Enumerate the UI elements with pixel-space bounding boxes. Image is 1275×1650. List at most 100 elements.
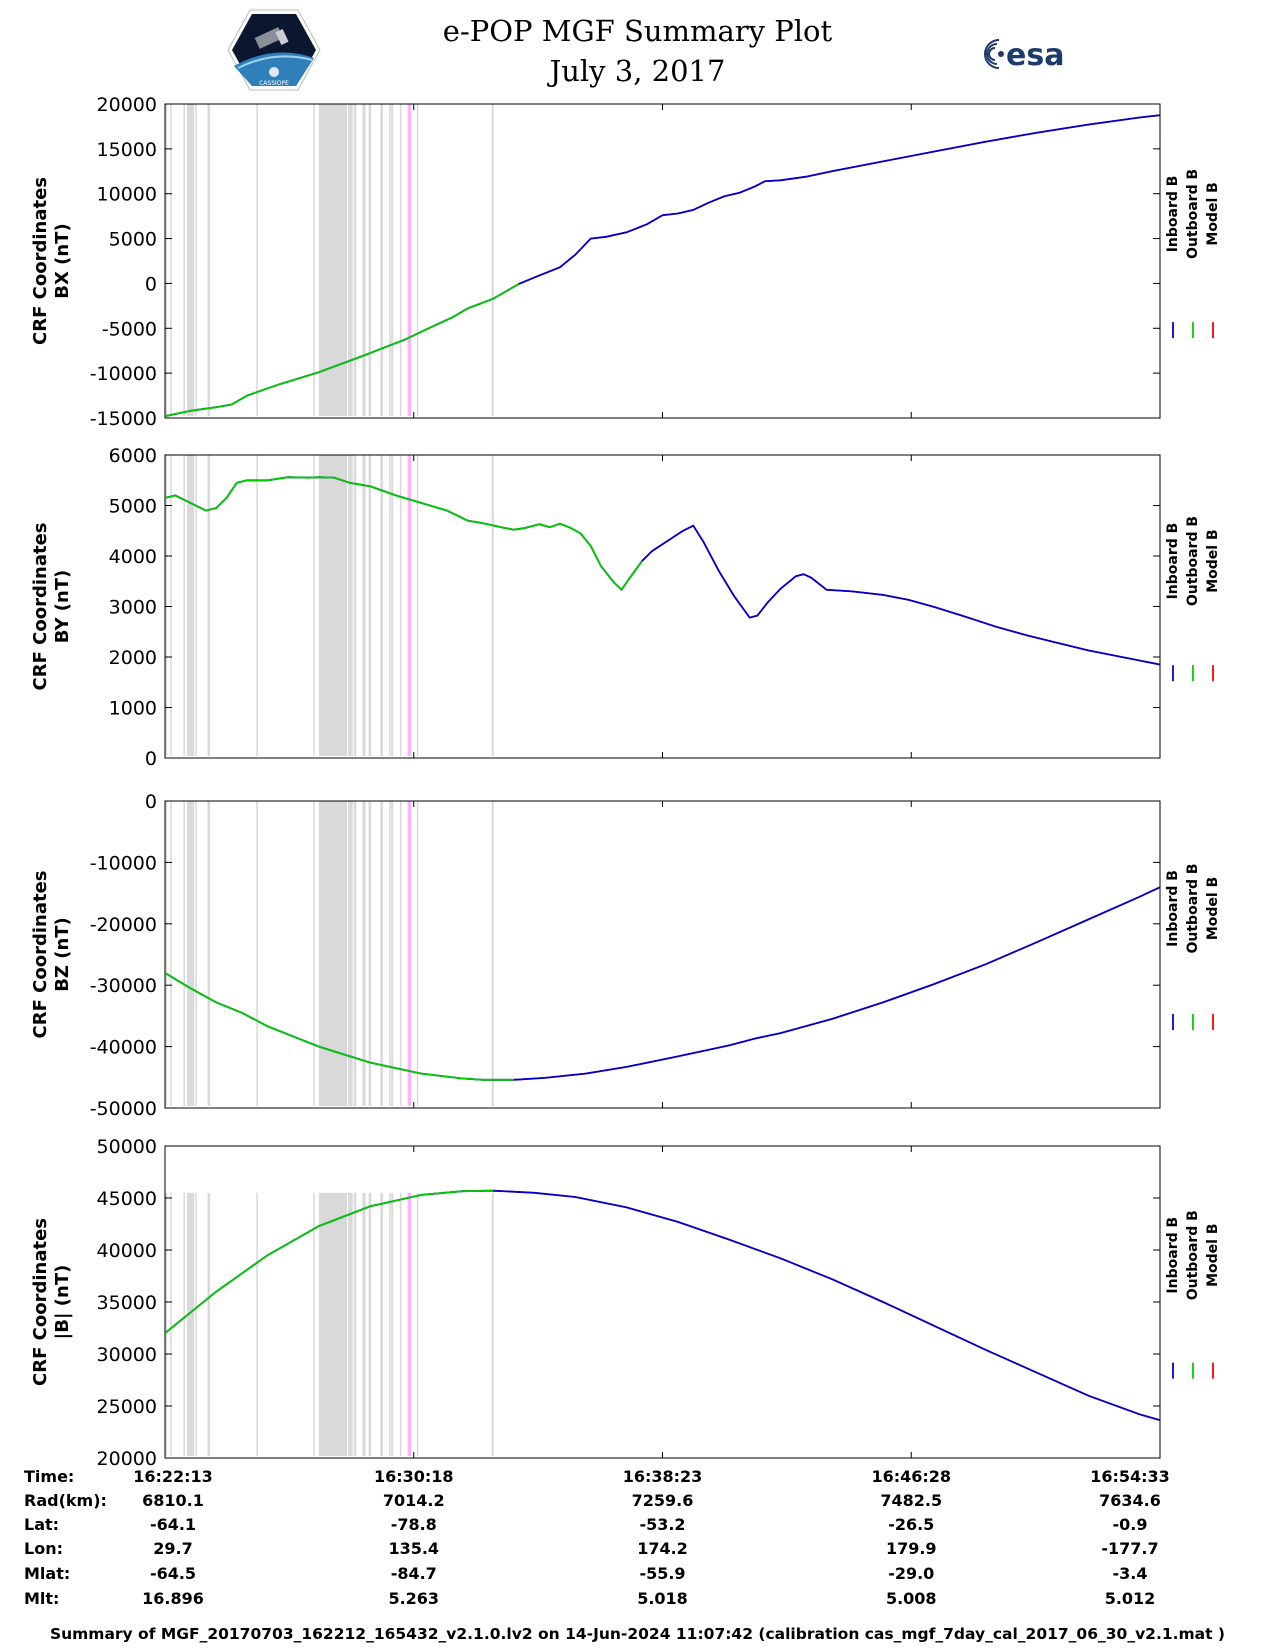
ylabel-unit-bx: BX (nT) xyxy=(52,223,73,298)
gap-band-bz-13 xyxy=(380,801,383,1106)
gap-band-bmag-10 xyxy=(353,1192,357,1456)
legend-label-bz-1: Outboard B xyxy=(1185,863,1201,953)
gap-band-bz-18 xyxy=(491,801,494,1106)
gap-band-by-5 xyxy=(207,455,211,756)
ytick-label-by-3: 3000 xyxy=(109,597,157,619)
gap-band-bmag-16 xyxy=(399,1192,402,1456)
gap-band-bx-11 xyxy=(362,104,366,416)
gap-band-by-2 xyxy=(183,455,186,756)
legend-label-bmag-0: Inboard B xyxy=(1165,1217,1181,1294)
ytick-label-bz-4: -40000 xyxy=(90,1037,157,1059)
gap-band-by-18 xyxy=(491,455,494,756)
gap-band-bmag-3 xyxy=(187,1192,195,1456)
gap-band-bmag-5 xyxy=(207,1192,211,1456)
gap-band-by-13 xyxy=(380,455,383,756)
series-outboard-bx xyxy=(165,283,520,418)
ylabel-unit-by: BY (nT) xyxy=(52,570,73,644)
gap-band-by-10 xyxy=(353,455,357,756)
gap-band-bmag-14 xyxy=(389,1192,391,1456)
gap-band-bz-9 xyxy=(348,801,353,1106)
esa-logo-text: esa xyxy=(1006,38,1064,73)
ylabel-unit-bmag: |B| (nT) xyxy=(52,1265,73,1340)
gap-band-bmag-4 xyxy=(195,1192,197,1456)
gap-band-bz-12 xyxy=(368,801,372,1106)
gap-band-bmag-8 xyxy=(318,1192,348,1456)
series-group-bmag xyxy=(165,1189,1160,1422)
ylabel-bmag: CRF Coordinates xyxy=(30,1218,51,1386)
gap-band-bmag-13 xyxy=(380,1192,383,1456)
ytick-label-bmag-1: 45000 xyxy=(97,1188,157,1210)
gap-band-bmag-0 xyxy=(165,1192,168,1456)
gap-band-by-0 xyxy=(165,455,168,756)
gap-band-bx-9 xyxy=(348,104,353,416)
gap-band-bmag-1 xyxy=(170,1192,172,1456)
gap-band-by-4 xyxy=(195,455,197,756)
gap-band-bmag-12 xyxy=(368,1192,372,1456)
gap-band-by-3 xyxy=(187,455,195,756)
esa-logo: esa xyxy=(984,38,1064,73)
gap-band-bz-1 xyxy=(170,801,172,1106)
ytick-label-by-0: 6000 xyxy=(109,445,157,467)
gap-band-by-14 xyxy=(389,455,391,756)
gap-band-bx-16 xyxy=(399,104,402,416)
ytick-label-bx-1: 15000 xyxy=(97,139,157,161)
gap-band-bx-10 xyxy=(353,104,357,416)
gap-band-bz-11 xyxy=(362,801,366,1106)
gap-band-bx-15 xyxy=(391,104,394,416)
ytick-label-bmag-4: 30000 xyxy=(97,1344,157,1366)
ytick-label-bz-0: 0 xyxy=(145,791,157,813)
gap-band-bmag-9 xyxy=(348,1192,353,1456)
gap-band-bx-17 xyxy=(416,104,419,416)
gap-band-bz-17 xyxy=(416,801,419,1106)
panel-bx: 20000 15000 10000 5000 0 -5000 -10000 -15000 CRF… xyxy=(30,94,1221,430)
marker-band-bmag xyxy=(407,1192,412,1456)
gap-band-bz-6 xyxy=(256,801,258,1106)
gap-band-by-7 xyxy=(313,455,315,756)
ytick-label-bmag-3: 35000 xyxy=(97,1292,157,1314)
marker-band-bz xyxy=(407,801,412,1106)
gap-band-bmag-17 xyxy=(416,1192,419,1456)
gap-band-by-15 xyxy=(391,455,394,756)
gap-band-bx-12 xyxy=(368,104,372,416)
ytick-label-by-5: 1000 xyxy=(109,698,157,720)
ytick-label-bx-3: 5000 xyxy=(109,229,157,251)
ytick-label-by-6: 0 xyxy=(145,748,157,770)
gap-band-bz-4 xyxy=(195,801,197,1106)
legend-label-by-2: Model B xyxy=(1205,529,1221,592)
gap-band-bx-2 xyxy=(183,104,186,416)
gap-band-by-16 xyxy=(399,455,402,756)
ytick-label-bx-5: -5000 xyxy=(102,318,157,340)
plot-date: July 3, 2017 xyxy=(549,54,726,88)
ytick-label-by-1: 5000 xyxy=(109,496,157,518)
gap-band-bx-18 xyxy=(491,104,494,416)
gap-band-bx-5 xyxy=(207,104,211,416)
ytick-label-bx-6: -10000 xyxy=(90,363,157,385)
legend-label-bmag-2: Model B xyxy=(1205,1223,1221,1286)
ytick-label-bx-7: -15000 xyxy=(90,408,157,430)
gap-band-bx-3 xyxy=(187,104,195,416)
marker-band-by xyxy=(407,455,412,756)
gap-band-bmag-18 xyxy=(491,1192,494,1456)
gap-band-bz-7 xyxy=(313,801,315,1106)
ytick-label-bx-4: 0 xyxy=(145,273,157,295)
gap-band-by-9 xyxy=(348,455,353,756)
gap-band-bz-5 xyxy=(207,801,211,1106)
panel-bz: 0 -10000 -20000 -30000 -40000 -50000 CRF Coord… xyxy=(30,791,1221,1120)
legend-label-by-1: Outboard B xyxy=(1185,516,1201,606)
gap-band-bx-0 xyxy=(165,104,168,416)
gap-band-bmag-2 xyxy=(183,1192,186,1456)
ytick-label-by-2: 4000 xyxy=(109,546,157,568)
legend-label-by-0: Inboard B xyxy=(1165,523,1181,600)
legend-label-bz-0: Inboard B xyxy=(1165,870,1181,947)
gap-band-bx-4 xyxy=(195,104,197,416)
ytick-label-by-4: 2000 xyxy=(109,647,157,669)
gap-band-bmag-7 xyxy=(313,1192,315,1456)
gap-band-bz-8 xyxy=(318,801,348,1106)
legend-label-bz-2: Model B xyxy=(1205,877,1221,940)
footer-caption: Summary of MGF_20170703_162212_165432_v2… xyxy=(49,1625,1226,1643)
gap-band-bx-14 xyxy=(389,104,391,416)
plot-title: e-POP MGF Summary Plot xyxy=(442,14,833,48)
cassiope-logo-text: CASSIOPE xyxy=(259,80,289,87)
cassiope-logo: CASSIOPE xyxy=(227,9,321,91)
legend-label-bx-0: Inboard B xyxy=(1165,176,1181,253)
